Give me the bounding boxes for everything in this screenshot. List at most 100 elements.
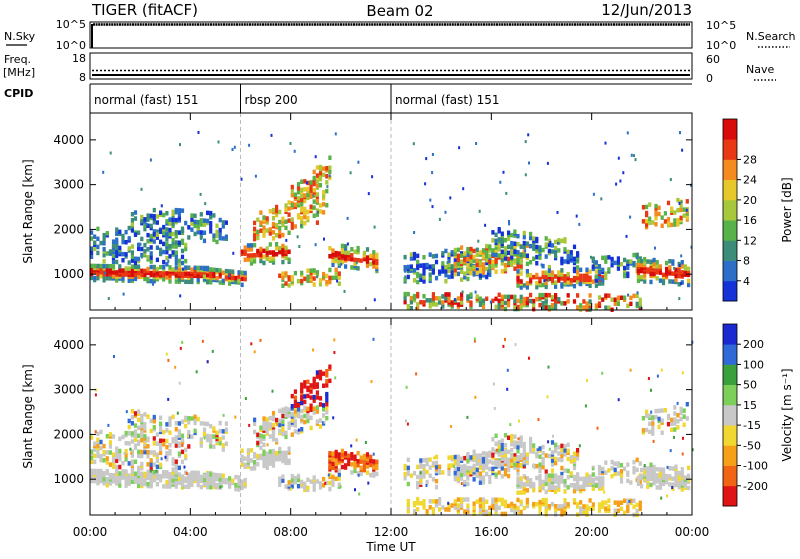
data-cell (325, 203, 329, 208)
data-cell (654, 246, 656, 250)
data-cell (536, 448, 539, 452)
data-cell (661, 481, 666, 487)
data-cell (206, 433, 210, 439)
data-cell (643, 279, 647, 284)
data-cell (488, 248, 492, 253)
data-cell (362, 463, 366, 469)
data-cell (431, 205, 434, 209)
data-cell (658, 278, 662, 283)
data-cell (133, 260, 138, 266)
data-cell (162, 271, 166, 276)
data-cell (431, 292, 435, 297)
data-cell (680, 280, 684, 285)
data-cell (460, 468, 464, 473)
data-cell (463, 463, 467, 469)
data-cell (666, 465, 669, 469)
data-cell (680, 467, 684, 472)
data-cell (130, 439, 134, 444)
data-cell (124, 240, 128, 245)
data-cell (102, 253, 106, 258)
data-cell (168, 478, 172, 483)
data-cell (130, 408, 134, 414)
data-cell (654, 203, 658, 209)
data-cell (616, 295, 620, 300)
data-cell (513, 456, 517, 462)
data-cell (93, 453, 97, 459)
data-cell (202, 266, 207, 272)
data-cell (416, 271, 420, 277)
data-cell (494, 249, 498, 254)
data-cell (184, 470, 188, 475)
data-cell (469, 455, 473, 460)
data-cell (199, 218, 203, 223)
data-cell (146, 414, 150, 419)
data-cell (315, 212, 319, 217)
data-cell (206, 218, 210, 224)
data-cell (334, 476, 338, 481)
data-cell (428, 264, 432, 269)
data-cell (184, 415, 188, 421)
data-cell (601, 297, 605, 302)
data-cell (588, 498, 592, 503)
data-cell (105, 477, 109, 482)
data-cell (193, 428, 197, 434)
data-cell (617, 398, 620, 402)
data-cell (669, 449, 672, 453)
data-cell (643, 464, 646, 467)
data-cell (626, 271, 630, 276)
data-cell (322, 407, 326, 412)
data-cell (579, 500, 583, 505)
data-cell (524, 140, 527, 144)
data-cell (522, 456, 526, 462)
data-cell (202, 274, 207, 280)
data-cell (334, 256, 338, 262)
data-cell (337, 259, 341, 264)
data-cell (130, 222, 134, 227)
data-cell (240, 249, 244, 254)
data-cell (306, 414, 310, 420)
data-cell (450, 250, 454, 255)
data-cell (118, 436, 122, 442)
data-cell (660, 418, 664, 423)
data-cell (557, 248, 561, 253)
data-cell (458, 146, 461, 150)
data-cell (296, 407, 301, 412)
data-cell (121, 276, 125, 281)
data-cell (296, 190, 301, 195)
data-cell (177, 240, 181, 245)
data-cell (646, 466, 650, 471)
data-cell (246, 253, 250, 258)
data-cell (554, 239, 558, 245)
data-cell (337, 476, 341, 481)
data-cell (359, 455, 363, 460)
data-cell (594, 283, 598, 288)
data-cell (344, 451, 348, 456)
data-cell (243, 477, 247, 483)
data-cell (149, 418, 153, 424)
data-cell (588, 474, 592, 479)
data-cell (557, 297, 561, 302)
data-cell (202, 477, 207, 483)
data-cell (576, 476, 580, 482)
data-cell (592, 261, 595, 265)
data-cell (403, 291, 407, 297)
x-tick-label: 20:00 (574, 525, 609, 539)
data-cell (428, 457, 432, 462)
data-cell (322, 166, 326, 171)
data-cell (271, 463, 276, 468)
data-cell (105, 276, 109, 281)
data-cell (507, 244, 511, 250)
data-cell (334, 376, 337, 380)
data-cell (491, 259, 495, 265)
data-cell (303, 481, 307, 487)
data-cell (159, 239, 163, 245)
data-cell (312, 194, 315, 198)
data-cell (152, 436, 156, 441)
data-cell (444, 272, 448, 278)
data-cell (179, 346, 182, 350)
data-cell (290, 393, 294, 399)
data-cell (478, 453, 482, 458)
data-cell (654, 209, 658, 215)
colorbar-tick-label: 12 (743, 234, 757, 247)
